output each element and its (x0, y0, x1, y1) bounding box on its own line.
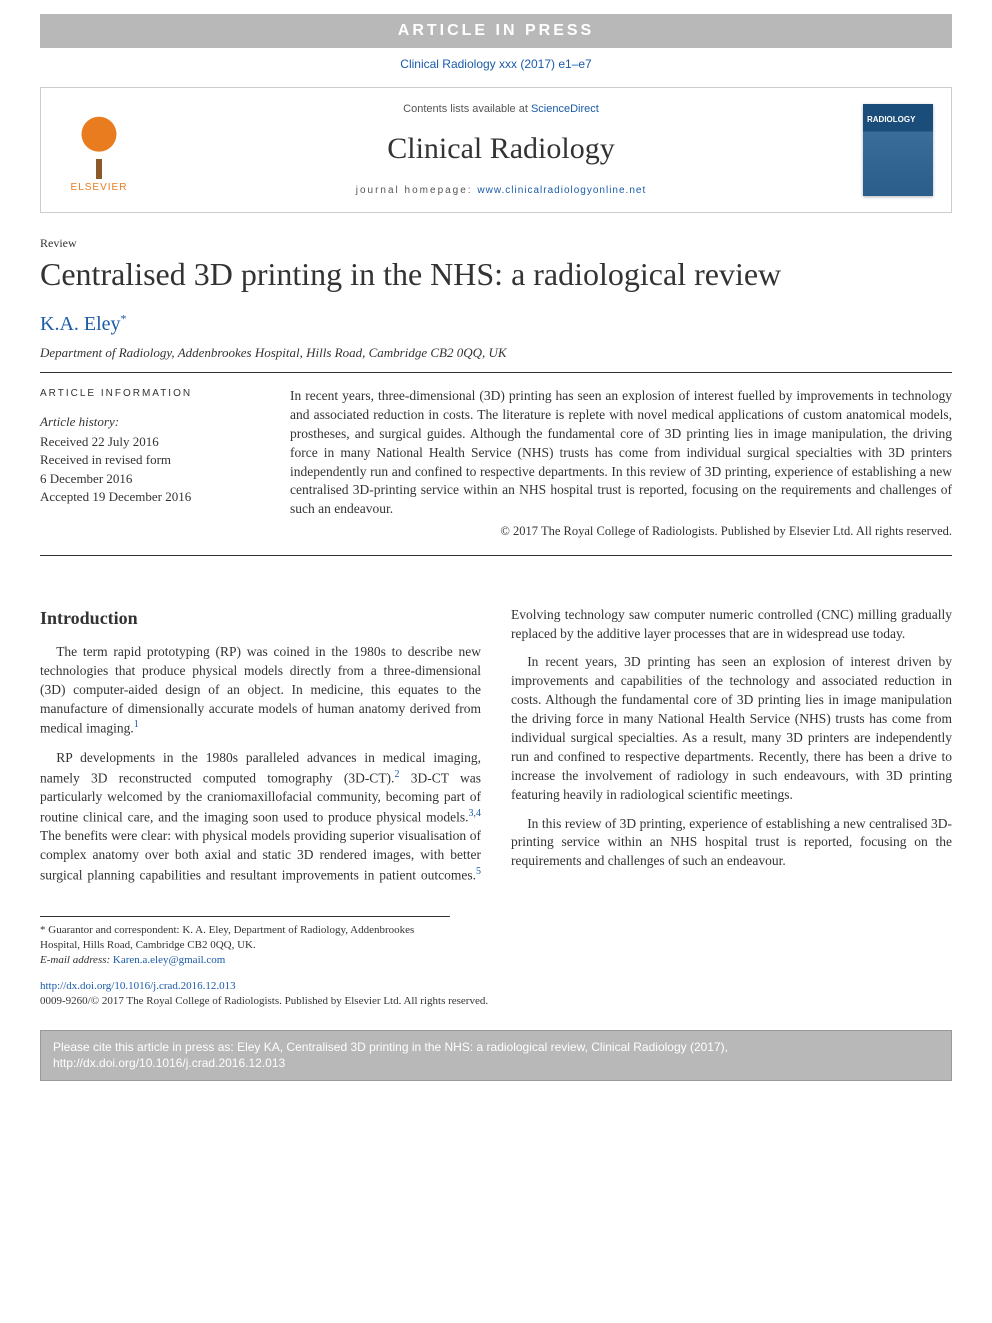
journal-homepage-line: journal homepage: www.clinicalradiologyo… (157, 184, 845, 198)
p2c-text: The benefits were clear: with physical m… (40, 828, 481, 882)
article-in-press-banner: ARTICLE IN PRESS (40, 14, 952, 48)
elsevier-tree-icon (67, 115, 131, 179)
body-paragraph: In recent years, 3D printing has seen an… (511, 653, 952, 804)
journal-masthead: ELSEVIER Contents lists available at Sci… (40, 87, 952, 212)
corresponding-marker: * (121, 311, 127, 325)
body-paragraph: In this review of 3D printing, experienc… (511, 815, 952, 872)
citation-ref[interactable]: 3,4 (469, 808, 482, 819)
doi-link[interactable]: http://dx.doi.org/10.1016/j.crad.2016.12… (40, 980, 236, 992)
journal-reference: Clinical Radiology xxx (2017) e1–e7 (0, 56, 992, 73)
p1-text: The term rapid prototyping (RP) was coin… (40, 644, 481, 736)
revised-date: 6 December 2016 (40, 470, 260, 488)
article-body: Introduction The term rapid prototyping … (40, 606, 952, 886)
masthead-center: Contents lists available at ScienceDirec… (157, 102, 845, 197)
email-line: E-mail address: Karen.a.eley@gmail.com (40, 953, 450, 968)
divider (40, 372, 952, 373)
sciencedirect-link[interactable]: ScienceDirect (531, 103, 599, 115)
body-paragraph: The term rapid prototyping (RP) was coin… (40, 643, 481, 739)
homepage-prefix: journal homepage: (356, 185, 478, 196)
cover-label: RADIOLOGY (867, 114, 915, 125)
history-label: Article history: (40, 413, 260, 431)
article-info-heading: ARTICLE INFORMATION (40, 387, 260, 401)
elsevier-logo[interactable]: ELSEVIER (59, 105, 139, 195)
corresponding-email[interactable]: Karen.a.eley@gmail.com (113, 954, 225, 966)
accepted-date: Accepted 19 December 2016 (40, 488, 260, 506)
guarantor-footnote: * Guarantor and correspondent: K. A. Ele… (40, 923, 450, 954)
introduction-heading: Introduction (40, 606, 481, 631)
citation-ref[interactable]: 1 (134, 719, 139, 730)
journal-title: Clinical Radiology (157, 128, 845, 170)
abstract-block: In recent years, three-dimensional (3D) … (290, 387, 952, 541)
citation-box: Please cite this article in press as: El… (40, 1030, 952, 1082)
abstract-text: In recent years, three-dimensional (3D) … (290, 388, 952, 516)
info-abstract-row: ARTICLE INFORMATION Article history: Rec… (40, 387, 952, 541)
homepage-link[interactable]: www.clinicalradiologyonline.net (477, 185, 646, 196)
article-title: Centralised 3D printing in the NHS: a ra… (40, 255, 952, 293)
journal-cover-thumbnail[interactable]: RADIOLOGY (863, 104, 933, 196)
author-name[interactable]: K.A. Eley (40, 313, 121, 335)
p2d-text: Evolving technology saw computer numeric… (511, 607, 952, 641)
contents-available-line: Contents lists available at ScienceDirec… (157, 102, 845, 117)
divider (40, 555, 952, 556)
contents-prefix: Contents lists available at (403, 103, 531, 115)
revised-label: Received in revised form (40, 451, 260, 469)
elsevier-label: ELSEVIER (71, 181, 128, 195)
doi-block: http://dx.doi.org/10.1016/j.crad.2016.12… (40, 979, 952, 1010)
abstract-copyright: © 2017 The Royal College of Radiologists… (290, 523, 952, 541)
article-type: Review (40, 235, 952, 252)
article-information: ARTICLE INFORMATION Article history: Rec… (40, 387, 260, 541)
citation-ref[interactable]: 5 (476, 866, 481, 877)
author-list: K.A. Eley* (40, 310, 952, 338)
received-date: Received 22 July 2016 (40, 433, 260, 451)
email-label: E-mail address: (40, 954, 110, 966)
author-affiliation: Department of Radiology, Addenbrookes Ho… (40, 344, 952, 362)
footnote-block: * Guarantor and correspondent: K. A. Ele… (40, 916, 450, 969)
issn-copyright: 0009-9260/© 2017 The Royal College of Ra… (40, 994, 952, 1009)
